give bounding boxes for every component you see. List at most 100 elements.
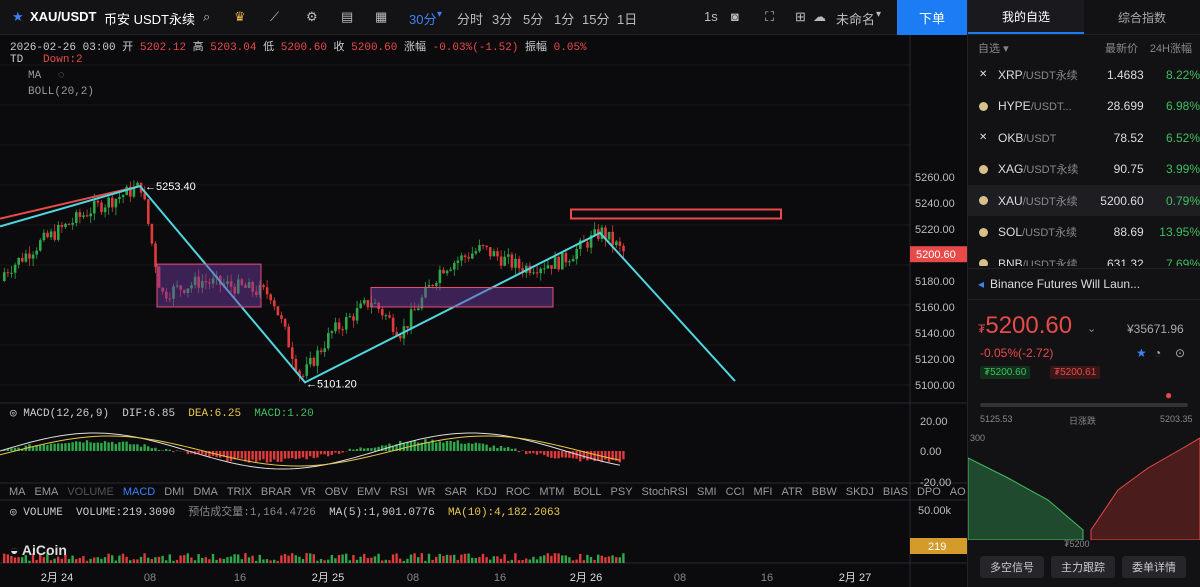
indicator-tab-macd[interactable]: MACD [122, 486, 156, 498]
indicator-tab-kdj[interactable]: KDJ [476, 486, 497, 498]
news-ticker[interactable]: ◂ Binance Futures Will Laun... [968, 268, 1200, 300]
indicator-tab-cci[interactable]: CCI [725, 486, 745, 498]
list-item[interactable]: XAG/USDT永续 90.75 3.99% [968, 154, 1200, 185]
crown-icon[interactable]: ♛ [234, 9, 246, 24]
indicator-tab-stochrsi[interactable]: StochRSI [641, 486, 689, 498]
indicator-tab-trix[interactable]: TRIX [226, 486, 252, 498]
whale-tracking-button[interactable]: 主力跟踪 [1051, 556, 1115, 578]
target-box[interactable] [570, 208, 782, 220]
candle-body [312, 357, 316, 366]
volume-bar [557, 553, 560, 563]
ask-price[interactable]: ₮5200.61 [1050, 366, 1101, 379]
col-24h-change[interactable]: 24H涨幅 [1149, 43, 1192, 55]
grid-icon[interactable]: ⊞ [795, 9, 806, 24]
order-detail-button[interactable]: 委单详情 [1122, 556, 1186, 578]
indicator-tab-sar[interactable]: SAR [444, 486, 468, 498]
indicator-tab-psy[interactable]: PSY [610, 486, 633, 498]
gear-icon[interactable]: ⚙ [306, 9, 318, 24]
layout-name[interactable]: 未命名 [836, 12, 876, 27]
candle-body [334, 322, 337, 332]
tab-composite-index[interactable]: 综合指数 [1117, 10, 1166, 25]
indicator-tab-mfi[interactable]: MFI [753, 486, 773, 498]
td-overlay[interactable]: TD Down:2 [10, 54, 83, 66]
depth-chart[interactable] [968, 430, 1200, 540]
macd-toggle-icon[interactable]: ◎ [10, 408, 17, 420]
interval-tab[interactable]: 3分 [492, 12, 513, 27]
eye-off-icon[interactable]: ◌ [57, 70, 65, 82]
indicator-tab-roc[interactable]: ROC [505, 486, 531, 498]
star-icon[interactable]: ★ [1136, 346, 1147, 360]
indicator-tab-ma[interactable]: MA [9, 486, 26, 498]
macd-bar [85, 440, 89, 451]
indicator-tab-smi[interactable]: SMI [697, 486, 717, 498]
indicator-tab-rsi[interactable]: RSI [389, 486, 409, 498]
indicator-tab-ema[interactable]: EMA [34, 486, 59, 498]
more-icon[interactable]: ⊙ [1175, 346, 1186, 360]
order-button[interactable]: 下单 [897, 0, 967, 35]
col-latest-price[interactable]: 最新价 [1105, 43, 1138, 55]
watchlist-filter[interactable]: 自选 ▾ [978, 40, 1068, 56]
pattern-box[interactable] [370, 287, 554, 308]
candle-body [456, 260, 460, 264]
indicator-tab-boll[interactable]: BOLL [573, 486, 602, 498]
ma-overlay[interactable]: MA ◌ [28, 70, 64, 82]
list-item[interactable]: SOL/USDT永续 88.69 13.95% [968, 217, 1200, 248]
list-item[interactable]: XAU/USDT永续 5200.60 0.79% [968, 185, 1200, 216]
list-item[interactable]: ✕ OKB/USDT 78.52 6.52% [968, 122, 1200, 153]
indicator-tab-volume[interactable]: VOLUME [67, 486, 114, 498]
cloud-icon[interactable]: ☁ [813, 9, 826, 24]
interval-active[interactable]: 30分 [409, 12, 437, 27]
indicator-tab-mtm[interactable]: MTM [539, 486, 565, 498]
chevron-down-icon[interactable]: ▾ [876, 9, 882, 20]
interval-tab[interactable]: 5分 [523, 12, 544, 27]
indicator-tab-bbw[interactable]: BBW [811, 486, 837, 498]
layout-icon[interactable]: ▦ [375, 9, 388, 24]
indicator-tab-atr[interactable]: ATR [781, 486, 803, 498]
macd-bar [157, 450, 161, 451]
indicator-tab-dma[interactable]: DMA [193, 486, 218, 498]
layers-icon[interactable]: ▤ [341, 9, 354, 24]
bell-icon[interactable]: ◔ [1154, 346, 1162, 360]
interval-tab[interactable]: 15分 [582, 12, 610, 27]
indicator-tab-vr[interactable]: VR [300, 486, 316, 498]
indicator-tab-wr[interactable]: WR [417, 486, 436, 498]
indicator-tab-brar[interactable]: BRAR [260, 486, 292, 498]
indicator-tab-dmi[interactable]: DMI [164, 486, 185, 498]
camera-icon[interactable]: ◙ [731, 9, 739, 24]
chevron-down-icon[interactable]: ▾ [437, 9, 443, 20]
volume-bar [85, 560, 89, 563]
search-icon[interactable]: ⌕ [203, 9, 211, 24]
news-text[interactable]: Binance Futures Will Laun... [990, 277, 1141, 291]
line-chart-icon[interactable]: ⟋ [270, 9, 280, 24]
indicator-tab-emv[interactable]: EMV [356, 486, 381, 498]
symbol-title[interactable]: XAU/USDT [30, 9, 97, 24]
fullscreen-icon[interactable]: ⛶ [765, 9, 775, 24]
boll-overlay[interactable]: BOLL(20,2) [28, 86, 94, 98]
volume-toggle-icon[interactable]: ◎ [10, 507, 17, 519]
macd-bar [611, 451, 614, 461]
seconds-toggle[interactable]: 1s [704, 9, 718, 24]
chart-area[interactable]: 5260.005240.005220.005200.005180.005160.… [0, 35, 967, 587]
candlestick-chart[interactable]: 5260.005240.005220.005200.005180.005160.… [0, 35, 967, 587]
indicator-tab-obv[interactable]: OBV [324, 486, 348, 498]
star-icon[interactable]: ★ [12, 9, 24, 24]
interval-tab[interactable]: 分时 [457, 12, 484, 27]
watch-symbol: SOL/USDT永续 [998, 224, 1087, 240]
indicator-tab-ao[interactable]: AO [949, 486, 966, 498]
long-short-signal-button[interactable]: 多空信号 [980, 556, 1044, 578]
indicator-tab-dpo[interactable]: DPO [916, 486, 941, 498]
indicator-tab-skdj[interactable]: SKDJ [845, 486, 874, 498]
chevron-down-icon[interactable]: ⌄ [1087, 323, 1097, 335]
tab-my-watchlist[interactable]: 我的自选 [968, 0, 1084, 34]
list-item[interactable]: BNB/USDT永续 631.32 7.69% [968, 248, 1200, 266]
interval-tab[interactable]: 1分 [554, 12, 575, 27]
symbol-pair: /USDT永续 [1023, 164, 1079, 176]
macd-bar [13, 447, 17, 451]
interval-tab[interactable]: 1日 [617, 12, 638, 27]
list-item[interactable]: HYPE/USDT... 28.699 6.98% [968, 91, 1200, 122]
indicator-tab-bias[interactable]: BIAS [882, 486, 908, 498]
bid-price[interactable]: ₮5200.60 [980, 366, 1031, 379]
candle-body [593, 229, 596, 236]
list-item[interactable]: ✕ XRP/USDT永续 1.4683 8.22% [968, 59, 1200, 90]
pattern-box[interactable] [156, 263, 262, 308]
